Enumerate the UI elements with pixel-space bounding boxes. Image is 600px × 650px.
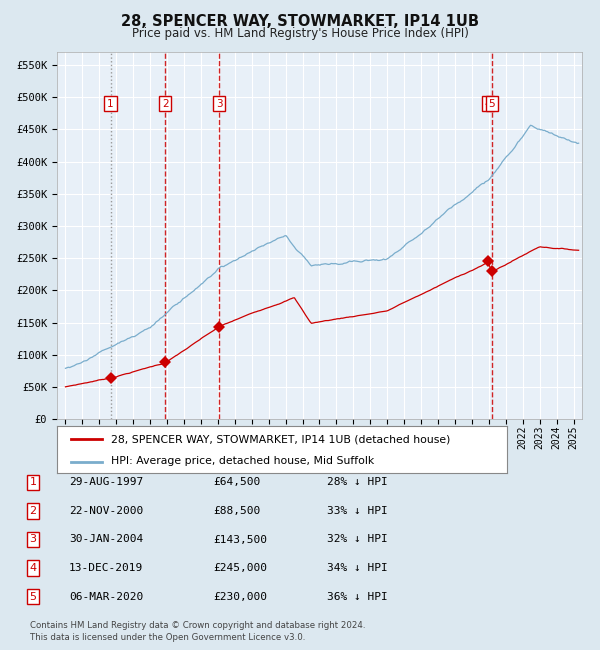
Text: 32% ↓ HPI: 32% ↓ HPI: [327, 534, 388, 545]
Text: 34% ↓ HPI: 34% ↓ HPI: [327, 563, 388, 573]
Text: 3: 3: [29, 534, 37, 545]
Text: 3: 3: [216, 99, 223, 109]
Text: 22-NOV-2000: 22-NOV-2000: [69, 506, 143, 516]
Text: 29-AUG-1997: 29-AUG-1997: [69, 477, 143, 488]
Text: 36% ↓ HPI: 36% ↓ HPI: [327, 592, 388, 602]
Text: 28, SPENCER WAY, STOWMARKET, IP14 1UB (detached house): 28, SPENCER WAY, STOWMARKET, IP14 1UB (d…: [111, 434, 451, 444]
Text: HPI: Average price, detached house, Mid Suffolk: HPI: Average price, detached house, Mid …: [111, 456, 374, 467]
Text: 28, SPENCER WAY, STOWMARKET, IP14 1UB: 28, SPENCER WAY, STOWMARKET, IP14 1UB: [121, 14, 479, 29]
Text: 1: 1: [29, 477, 37, 488]
Text: 28% ↓ HPI: 28% ↓ HPI: [327, 477, 388, 488]
Text: 33% ↓ HPI: 33% ↓ HPI: [327, 506, 388, 516]
Text: 4: 4: [485, 99, 491, 109]
Text: 30-JAN-2004: 30-JAN-2004: [69, 534, 143, 545]
Text: £143,500: £143,500: [213, 534, 267, 545]
Text: 13-DEC-2019: 13-DEC-2019: [69, 563, 143, 573]
Text: Price paid vs. HM Land Registry's House Price Index (HPI): Price paid vs. HM Land Registry's House …: [131, 27, 469, 40]
Text: 4: 4: [29, 563, 37, 573]
Text: This data is licensed under the Open Government Licence v3.0.: This data is licensed under the Open Gov…: [30, 633, 305, 642]
Text: 2: 2: [29, 506, 37, 516]
Text: 5: 5: [488, 99, 495, 109]
Text: £245,000: £245,000: [213, 563, 267, 573]
Text: 2: 2: [162, 99, 169, 109]
Text: 5: 5: [29, 592, 37, 602]
Text: £64,500: £64,500: [213, 477, 260, 488]
Text: £88,500: £88,500: [213, 506, 260, 516]
Text: Contains HM Land Registry data © Crown copyright and database right 2024.: Contains HM Land Registry data © Crown c…: [30, 621, 365, 630]
Text: £230,000: £230,000: [213, 592, 267, 602]
Text: 06-MAR-2020: 06-MAR-2020: [69, 592, 143, 602]
Text: 1: 1: [107, 99, 114, 109]
